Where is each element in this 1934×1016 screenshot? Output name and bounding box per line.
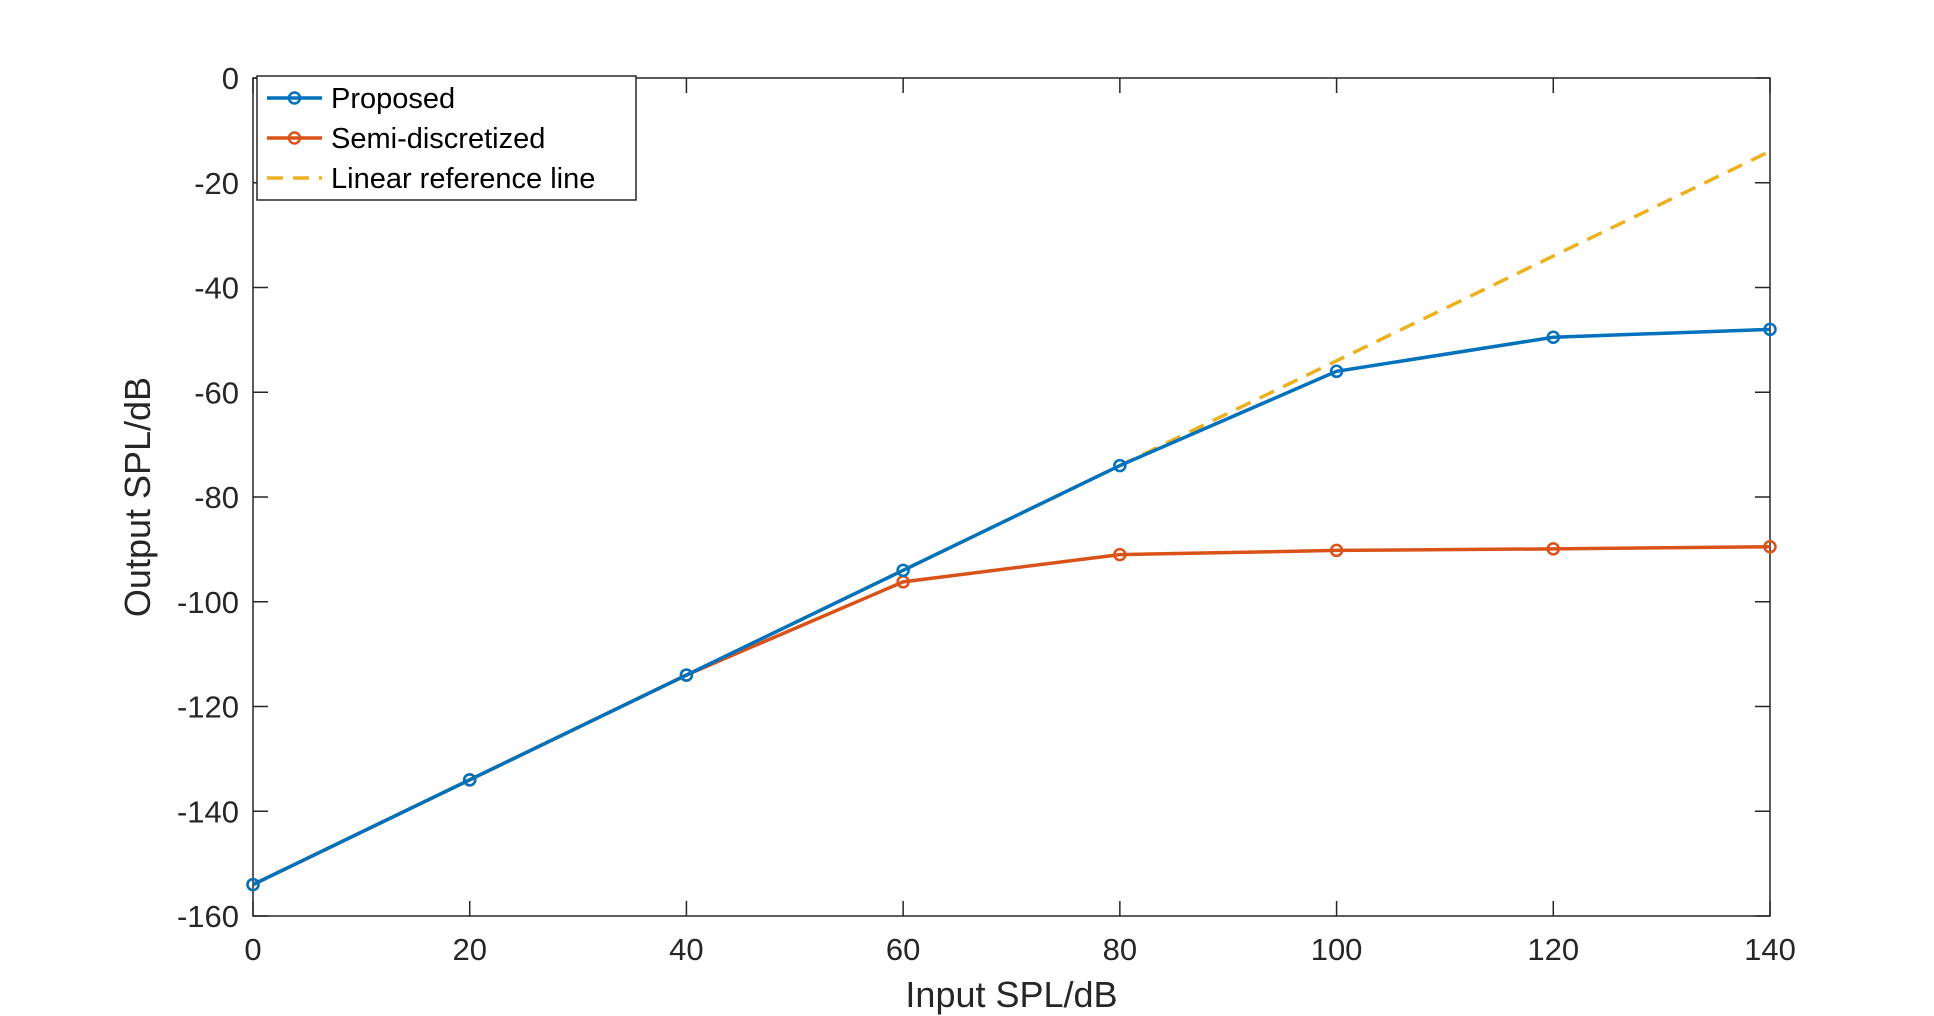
data-point [462,773,477,787]
data-point [1763,322,1777,337]
data-point [1113,547,1127,562]
data-point [246,877,260,892]
y-tick-label: -120 [177,690,239,725]
x-tick-label: 20 [452,932,486,967]
tick-labels: 0 20 40 60 80 100 120 140 0 -20 -40 -60 -80 -100 -120 -… [177,61,1796,967]
x-tick-label: 40 [669,932,703,967]
data-point [1329,364,1344,379]
tick-marks [252,77,1771,917]
data-point [1329,543,1344,558]
y-tick-label: -20 [194,166,239,201]
y-tick-label: -160 [177,899,239,934]
y-tick-label: -80 [194,480,239,515]
y-tick-label: -60 [194,375,239,410]
data-point [1546,330,1561,345]
legend-label: Linear reference line [331,163,595,195]
series-line-proposed [252,327,1771,887]
y-tick-label: -40 [194,271,239,306]
legend-label: Semi-discretized [331,123,545,155]
x-tick-label: 0 [244,932,261,967]
y-tick-label: 0 [222,61,239,96]
x-tick-label: 120 [1527,932,1579,967]
legend: Proposed Semi-discretized Linear reference… [256,75,637,201]
series-layer [246,149,1777,892]
plot-area [252,77,1771,917]
y-tick-label: -140 [177,794,239,829]
x-tick-label: 80 [1103,932,1137,967]
legend-label: Proposed [331,83,455,115]
data-point [679,668,694,682]
data-point [1763,540,1777,554]
data-point [896,563,910,578]
y-tick-label: -100 [177,585,239,620]
data-point [1546,542,1561,556]
y-axis-label: Output SPL/dB [117,377,158,617]
legend-marker [287,131,302,145]
legend-marker [287,91,302,105]
x-axis-label: Input SPL/dB [905,974,1117,1015]
x-tick-label: 60 [886,932,920,967]
x-tick-label: 100 [1311,932,1363,967]
x-tick-label: 140 [1744,932,1796,967]
data-point [1113,458,1127,473]
